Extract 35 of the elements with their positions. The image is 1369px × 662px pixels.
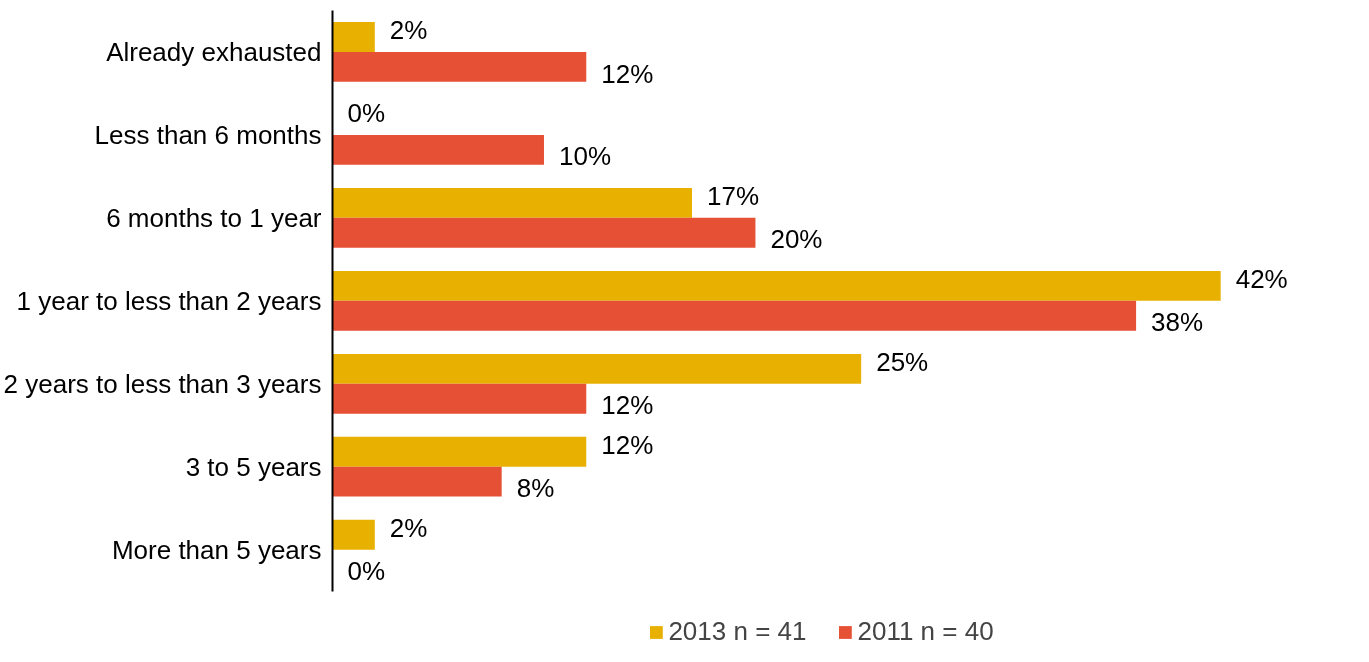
data-label: 12%	[601, 430, 654, 461]
data-label: 42%	[1235, 264, 1288, 295]
data-label: 25%	[876, 347, 929, 378]
data-label: 17%	[707, 181, 760, 212]
bar	[332, 353, 862, 384]
y-tick-label: Less than 6 months	[94, 119, 322, 150]
legend-label: 2011 n = 40	[857, 616, 994, 647]
y-tick-label: More than 5 years	[111, 534, 322, 565]
bar	[332, 383, 587, 414]
bar	[332, 300, 1137, 331]
data-label: 38%	[1151, 307, 1204, 338]
y-tick-label: 1 year to less than 2 years	[16, 285, 322, 316]
data-label: 2%	[389, 15, 428, 46]
bar	[332, 270, 1221, 301]
y-tick-label: 2 years to less than 3 years	[3, 368, 322, 399]
bar	[332, 466, 502, 497]
data-label: 12%	[601, 390, 654, 421]
data-label: 0%	[347, 556, 386, 587]
data-label: 10%	[558, 141, 612, 172]
data-label: 20%	[770, 224, 823, 255]
legend-label: 2013 n = 41	[668, 616, 807, 647]
y-tick-label: 6 months to 1 year	[106, 202, 322, 233]
data-label: 12%	[601, 58, 654, 89]
bar	[332, 51, 587, 82]
data-label: 0%	[347, 98, 386, 129]
bar	[332, 436, 587, 467]
bar	[332, 188, 692, 218]
data-label: 2%	[389, 513, 428, 544]
bar	[332, 519, 375, 550]
bar	[332, 134, 544, 165]
y-tick-label: 3 to 5 years	[185, 451, 322, 482]
y-tick-label: Already exhausted	[106, 36, 322, 67]
data-label: 8%	[516, 473, 555, 504]
bar	[332, 22, 375, 52]
bar	[332, 217, 756, 248]
